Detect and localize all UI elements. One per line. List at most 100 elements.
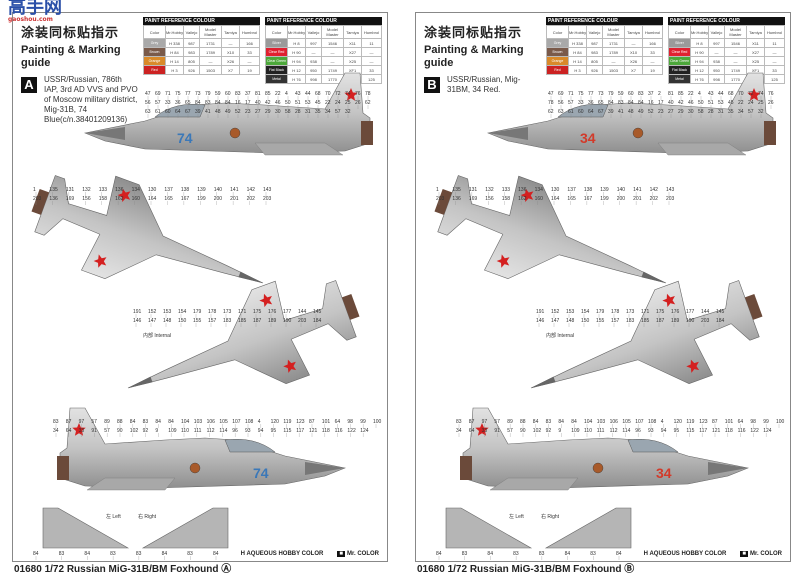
callout-number: 203 [298,318,307,324]
callout-number: 141 [230,187,239,193]
callout-number: 40 [255,100,261,106]
callout-number: 130 [148,187,157,193]
callout-number: 135 [452,187,461,193]
airframe-plan [127,280,357,389]
callout-number: 152 [148,309,157,315]
callout-number: 140 [214,187,223,193]
callout-number: 118 [725,428,733,434]
bottom-view [127,280,360,389]
callout-number: 22 [738,100,744,106]
bort-number: 74 [253,465,269,481]
callout-number: 145 [716,309,725,315]
canopy [154,104,206,118]
callout-number: 57 [568,100,574,106]
scheme-badge: B [424,77,440,93]
callout-number: 203 [666,196,675,202]
callout-number: 202 [650,196,659,202]
callout-number: 89 [104,419,110,425]
callout-number: 56 [558,100,564,106]
callout-number: 34 [53,428,59,434]
paint-reference-table: PAINT REFERENCE COLOUR Color Mr.Hobby Valle… [265,17,382,84]
red-star-insignia [520,188,534,202]
callout-number: 154 [178,309,187,315]
callout-number: 94 [661,428,667,434]
intake-ventral [657,142,747,156]
mr-color-icon: ■ [740,551,748,557]
watermark-text: 高手网 [8,0,62,18]
exhaust-nozzle [361,121,373,145]
callout-number: 153 [163,309,172,315]
footer-title-b: 01680 1/72 Russian MiG-31B/BM Foxhound Ⓑ [417,564,635,575]
callout-number: 201 [633,196,642,202]
callout-number: 110 [181,428,189,434]
callout-number: 72 [748,91,754,97]
callout-number: 87 [712,419,718,425]
callout-number: 153 [566,309,575,315]
callout-number: 189 [671,318,680,324]
callout-number: 84 [213,551,219,557]
callout-number: 64 [588,109,594,115]
mr-color-icon: ■ [337,551,345,557]
callout-number: 165 [567,196,576,202]
callout-number: 81 [255,91,261,97]
callout-number: 137 [567,187,576,193]
callout-number: 201 [230,196,239,202]
callout-number: 106 [207,419,216,425]
fin-right-label: 右 Right [541,513,560,520]
callout-number: 4 [285,91,288,97]
callout-number: 37 [245,91,251,97]
callout-number: 107 [232,419,241,425]
callout-number: 45 [728,100,734,106]
callout-number: 58 [698,109,704,115]
scheme-description: USSR/Russian, 786th IAP, 3rd AD VVS and … [44,75,138,124]
intake-ventral [86,477,176,491]
callout-number: 97 [482,419,488,425]
scheme-description: USSR/Russian, Mig-31BM, 34 Red. [447,75,521,94]
callout-number: 90 [117,428,123,434]
callout-number: 47 [145,91,151,97]
callout-number: 46 [275,100,281,106]
callout-number: 142 [247,187,256,193]
callout-number: 175 [253,309,262,315]
side-view-left: 34 [486,72,776,156]
callout-number: 48 [215,109,221,115]
callout-number: 131 [66,187,75,193]
callout-number: 84 [436,551,442,557]
callout-number: 101 [322,419,331,425]
callout-number: 136 [49,196,58,202]
callout-number: 83 [638,91,644,97]
callout-number: 120 [271,419,280,425]
callout-number: 87 [66,419,72,425]
callout-number: 92 [546,428,552,434]
callout-number: 93 [648,428,654,434]
callout-number: 84 [84,551,90,557]
red-star-insignia [747,88,761,101]
red-star-insignia [686,359,700,373]
callout-number: 145 [313,309,322,315]
callout-number: 70 [738,91,744,97]
callout-number: 84 [33,551,39,557]
callout-number: 143 [666,187,675,193]
callout-number: 109 [168,428,177,434]
callout-number: 179 [596,309,605,315]
callout-number: 83 [539,551,545,557]
callout-number: 118 [322,428,330,434]
table-caption: PAINT REFERENCE COLOUR [265,17,382,25]
callout-number: 79 [608,91,614,97]
fuselage [462,407,750,489]
callout-number: 49 [638,109,644,115]
callout-number: 148 [566,318,575,324]
callout-number: 100 [776,419,785,425]
callout-number: 63 [558,109,564,115]
paint-row: Grey H 338 987 1731—166 [143,38,260,48]
internal-label: 内部 Internal [546,332,574,339]
callout-number: 61 [155,109,161,115]
bort-number: 34 [656,465,672,481]
canopy [627,439,679,453]
callout-number: 64 [66,428,72,434]
callout-number: 33 [165,100,171,106]
callout-number: 41 [618,109,624,115]
callout-number: 32 [758,109,764,115]
callout-number: 73 [195,91,201,97]
callout-number: 84 [565,551,571,557]
